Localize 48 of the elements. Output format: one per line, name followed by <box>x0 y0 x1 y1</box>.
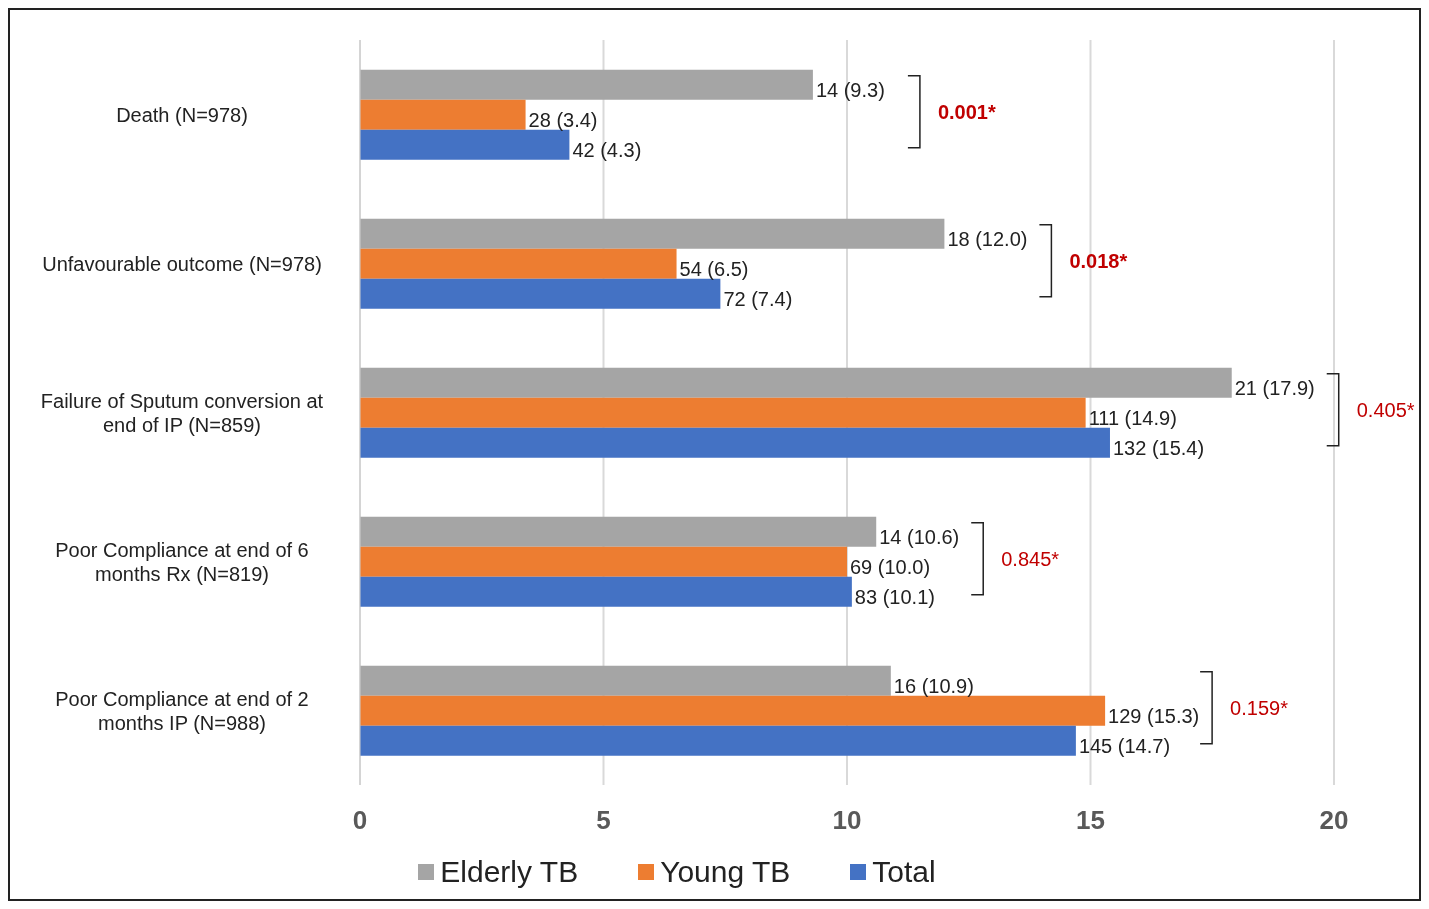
data-label: 145 (14.7) <box>1078 734 1171 757</box>
bar <box>360 218 945 249</box>
bar <box>360 129 570 160</box>
data-label: 14 (10.6) <box>879 525 960 548</box>
bar <box>360 278 721 309</box>
legend-label: Young TB <box>659 855 791 889</box>
data-label: 132 (15.4) <box>1112 436 1205 459</box>
data-label: 14 (9.3) <box>815 78 885 101</box>
bar <box>360 665 891 696</box>
y-tick-label: Poor Compliance at end of 6 months Rx (N=819) <box>55 538 309 585</box>
annotation: 0.018* <box>1069 249 1128 272</box>
annotation: 0.159* <box>1230 696 1289 719</box>
data-label: 21 (17.9) <box>1234 376 1315 399</box>
bar <box>360 516 877 547</box>
y-tick-label: Unfavourable outcome (N=978) <box>42 252 322 275</box>
bar <box>360 99 526 130</box>
x-tick-label: 5 <box>596 805 611 836</box>
legend-label: Elderly TB <box>439 855 579 889</box>
y-tick-label: Death (N=978) <box>116 103 248 126</box>
bar <box>360 69 813 100</box>
data-label: 28 (3.4) <box>528 108 598 131</box>
bar <box>360 367 1232 398</box>
data-label: 42 (4.3) <box>572 138 642 161</box>
bar <box>360 397 1086 428</box>
data-label: 69 (10.0) <box>850 555 931 578</box>
bar <box>360 576 852 607</box>
bar <box>360 248 677 279</box>
x-tick-label: 20 <box>1319 805 1349 836</box>
bar <box>360 725 1076 756</box>
x-tick-label: 10 <box>832 805 862 836</box>
data-label: 54 (6.5) <box>679 257 749 280</box>
text: 0.405* <box>1356 398 1415 421</box>
data-label: 83 (10.1) <box>854 585 935 608</box>
y-tick-label: Poor Compliance at end of 2 months IP (N=988) <box>55 687 309 734</box>
annotation: 0.001* <box>937 100 996 123</box>
data-label: 111 (14.9) <box>1088 406 1177 429</box>
bar <box>360 546 847 577</box>
annotation: 0.845* <box>1001 547 1060 570</box>
legend-label: Total <box>871 855 936 889</box>
data-label: 72 (7.4) <box>723 287 793 310</box>
x-tick-label: 0 <box>352 805 368 836</box>
data-label: 129 (15.3) <box>1108 704 1200 727</box>
y-tick-label: Failure of Sputum conversion at end of IP (N=859) <box>40 389 324 436</box>
bar <box>360 427 1110 458</box>
x-tick-label: 15 <box>1076 805 1105 836</box>
data-label: 18 (12.0) <box>947 227 1028 250</box>
data-label: 16 (10.9) <box>893 674 974 697</box>
bar <box>360 695 1106 726</box>
